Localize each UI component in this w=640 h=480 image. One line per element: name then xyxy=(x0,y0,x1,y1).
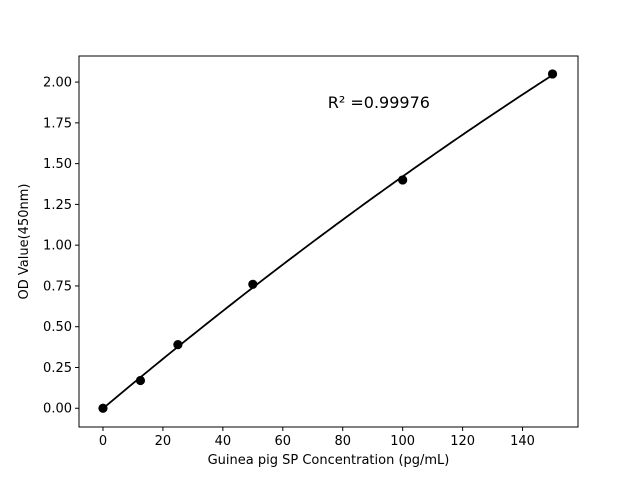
y-tick-label: 1.75 xyxy=(43,116,72,131)
y-axis-label: OD Value(450nm) xyxy=(17,184,32,300)
y-tick-label: 0.75 xyxy=(43,279,72,294)
y-tick-label: 2.00 xyxy=(43,76,72,91)
y-tick-label: 0.00 xyxy=(43,402,72,417)
x-tick-label: 80 xyxy=(334,434,351,449)
data-point xyxy=(98,403,108,413)
x-tick-label: 60 xyxy=(275,434,292,449)
data-point xyxy=(135,375,146,386)
x-axis-label: Guinea pig SP Concentration (pg/mL) xyxy=(208,453,450,468)
x-tick-label: 0 xyxy=(99,434,107,449)
y-tick-label: 1.00 xyxy=(43,239,72,254)
x-tick-label: 120 xyxy=(450,434,475,449)
y-tick-label: 1.25 xyxy=(43,198,72,213)
plot-border xyxy=(78,55,579,428)
y-tick-label: 0.50 xyxy=(43,320,72,335)
data-point xyxy=(547,69,558,79)
data-point xyxy=(248,279,258,289)
x-tick-label: 100 xyxy=(390,434,415,449)
x-tick-label: 40 xyxy=(215,434,232,449)
data-point xyxy=(398,175,408,185)
fit-line xyxy=(102,74,554,410)
y-tick-label: 0.25 xyxy=(43,361,72,376)
data-point xyxy=(173,340,183,350)
x-tick-label: 140 xyxy=(510,434,535,449)
y-tick-label: 1.50 xyxy=(43,157,72,172)
x-tick-label: 20 xyxy=(155,434,172,449)
r-squared-annotation: R² =0.99976 xyxy=(328,93,430,112)
